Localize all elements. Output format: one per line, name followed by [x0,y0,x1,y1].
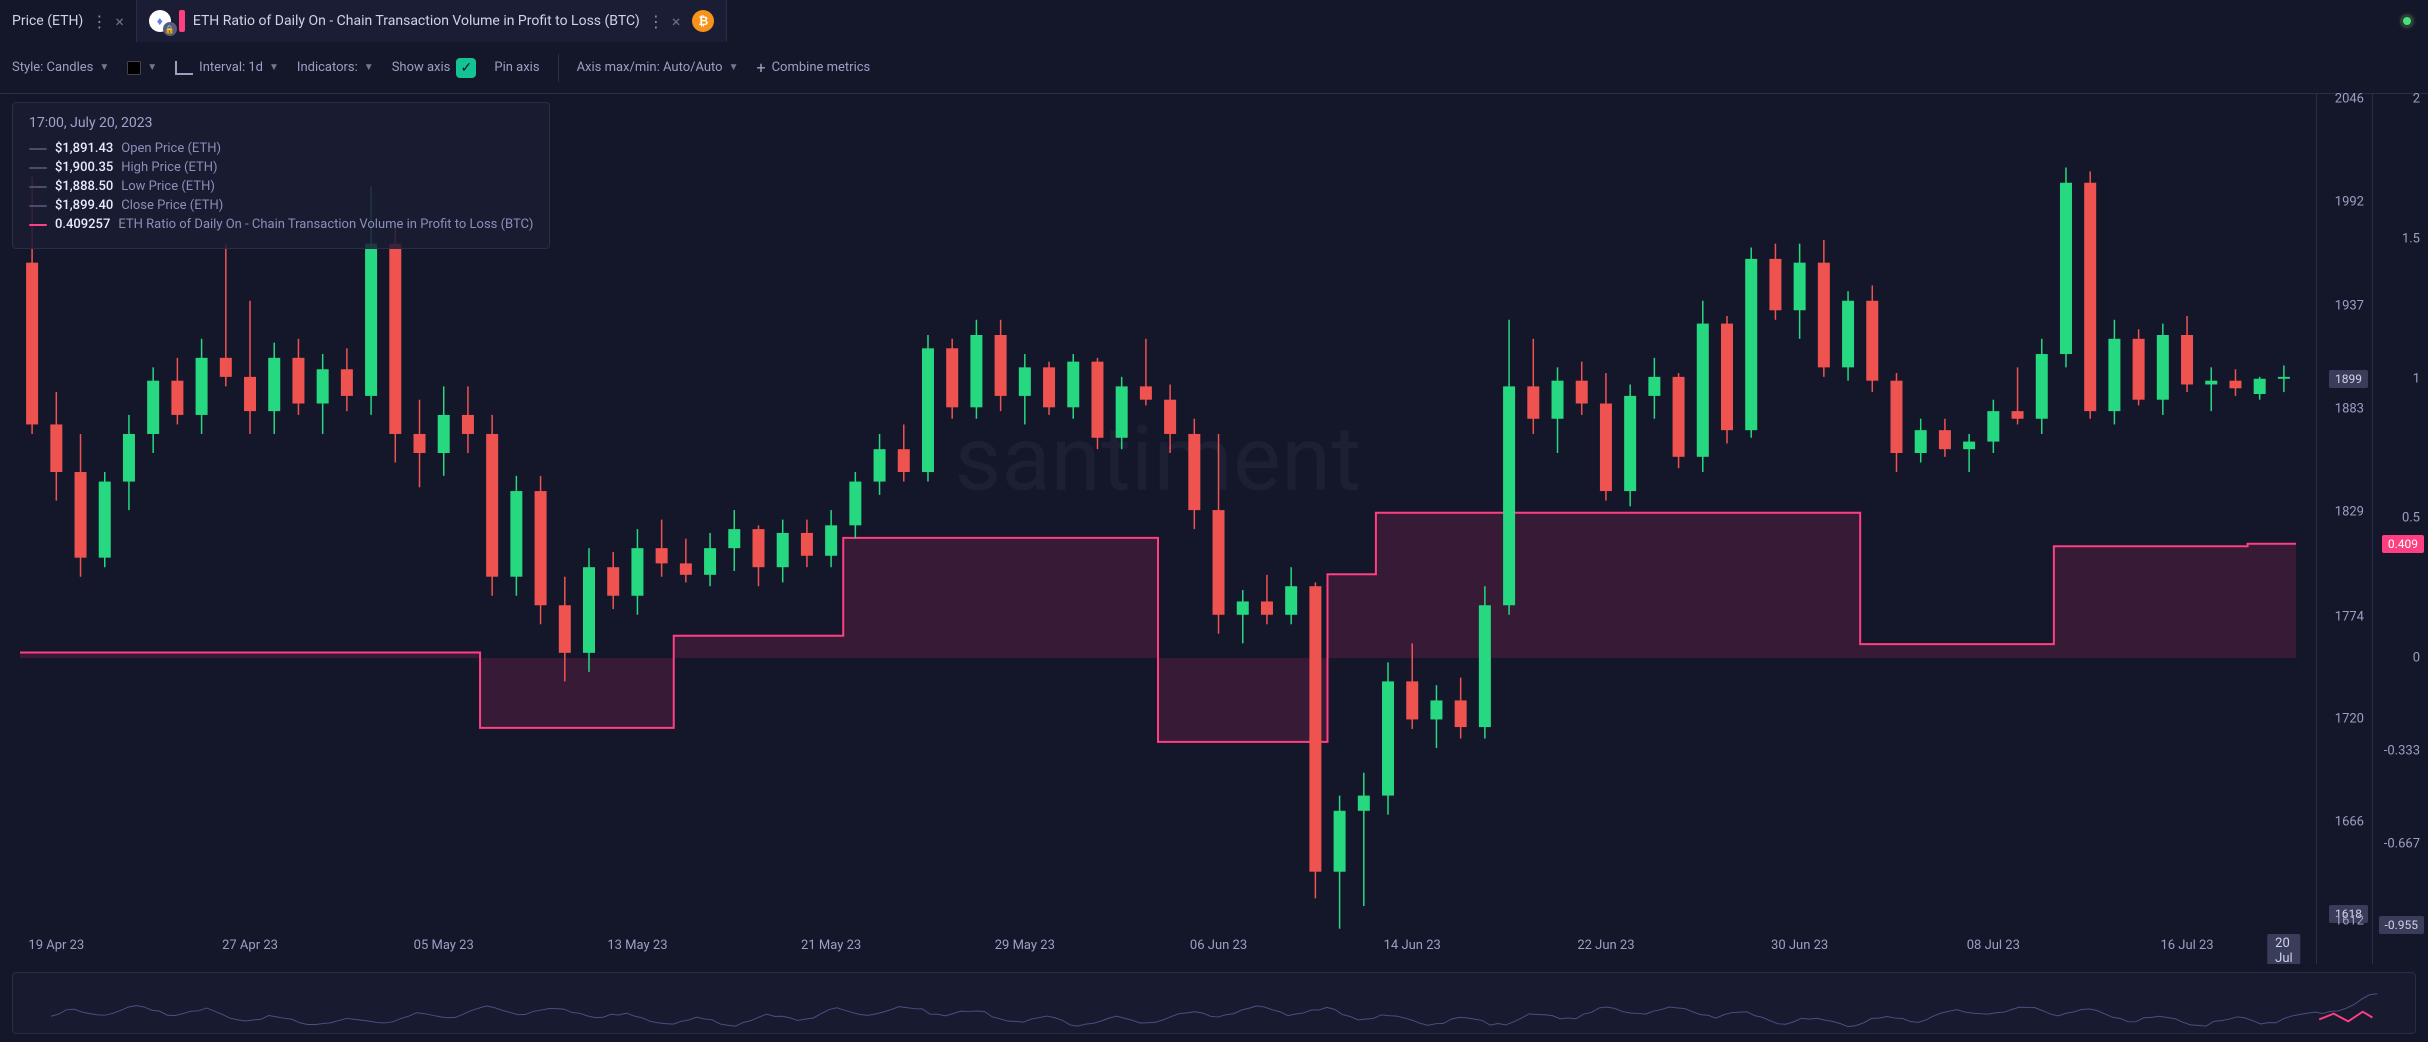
y-tick-ratio: 2 [2413,92,2420,107]
interval-label: Interval: 1d [199,60,263,75]
indicators-label: Indicators: [297,60,358,75]
tab-eth-ratio[interactable]: ♦🔒 ETH Ratio of Daily On - Chain Transac… [137,0,728,42]
y-tick-price: 1899 [2329,370,2368,388]
y-tick-price: 1829 [2335,505,2364,520]
y-tick-ratio: -0.333 [2384,744,2420,759]
y-tick-price: 1720 [2335,712,2364,727]
tab-more-icon[interactable]: ⋮ [91,12,107,31]
tooltip-row: $1,899.40Close Price (ETH) [29,198,533,213]
style-selector[interactable]: Style: Candles ▼ [12,60,109,75]
x-tick: 20 Jul 23 [2267,934,2301,964]
tooltip-row: $1,891.43Open Price (ETH) [29,141,533,156]
overview-strip[interactable] [12,972,2416,1034]
color-picker[interactable]: ▼ [127,61,157,75]
axis-icon [175,61,193,75]
x-tick: 22 Jun 23 [1577,938,1634,953]
x-tick: 21 May 23 [801,938,861,953]
close-icon[interactable]: × [115,12,124,31]
y-tick-ratio: -0.667 [2384,837,2420,852]
y-tick-ratio: -0.955 [2379,916,2424,934]
chart-area: santiment 17:00, July 20, 2023 $1,891.43… [0,94,2428,964]
chevron-down-icon: ▼ [99,62,109,73]
tab-more-icon[interactable]: ⋮ [648,12,664,31]
y-tick-ratio: 0.409 [2382,535,2424,553]
pin-axis-label: Pin axis [494,60,539,75]
tab-label: ETH Ratio of Daily On - Chain Transactio… [193,13,640,29]
overview-svg [13,973,2415,1033]
connection-status-icon [2398,12,2416,30]
eth-icon: ♦🔒 [149,10,171,32]
chevron-down-icon: ▼ [729,62,739,73]
tooltip-datetime: 17:00, July 20, 2023 [29,115,533,131]
y-tick-ratio: 1.5 [2402,231,2420,246]
chevron-down-icon: ▼ [269,62,279,73]
x-tick: 27 Apr 23 [222,938,278,953]
tooltip-row: $1,900.35High Price (ETH) [29,160,533,175]
show-axis-label: Show axis [392,60,451,75]
swatch-icon [127,61,141,75]
style-label: Style: Candles [12,60,93,75]
combine-label: Combine metrics [772,60,871,75]
y-axis-price: 2046199219371899188318291774172016661618… [2316,94,2372,964]
y-tick-price: 1774 [2335,609,2364,624]
x-tick: 14 Jun 23 [1384,938,1441,953]
tab-price-eth[interactable]: Price (ETH) ⋮ × [0,0,137,42]
tooltip-row: $1,888.50Low Price (ETH) [29,179,533,194]
y-tick-price: 2046 [2335,92,2364,107]
close-icon[interactable]: × [672,12,681,31]
x-tick: 13 May 23 [607,938,667,953]
y-tick-ratio: 0.5 [2402,511,2420,526]
tab-label: Price (ETH) [12,13,83,29]
tooltip: 17:00, July 20, 2023 $1,891.43Open Price… [12,102,550,249]
x-tick: 16 Jul 23 [2160,938,2213,953]
chevron-down-icon: ▼ [147,62,157,73]
y-tick-price: 1612 [2335,914,2364,929]
tooltip-row: 0.409257ETH Ratio of Daily On - Chain Tr… [29,217,533,232]
y-tick-ratio: 1 [2413,371,2420,386]
divider [558,54,559,82]
y-tick-ratio: 0 [2413,651,2420,666]
axis-maxmin-label: Axis max/min: Auto/Auto [577,60,723,75]
pin-axis-toggle[interactable]: Pin axis [494,60,539,75]
main-chart[interactable]: santiment 17:00, July 20, 2023 $1,891.43… [0,94,2316,964]
checkbox-on-icon: ✓ [456,58,476,78]
combine-metrics-button[interactable]: + Combine metrics [757,58,871,77]
chevron-down-icon: ▼ [364,62,374,73]
x-tick: 29 May 23 [995,938,1055,953]
show-axis-toggle[interactable]: Show axis ✓ [392,58,477,78]
y-tick-price: 1666 [2335,815,2364,830]
axis-maxmin-selector[interactable]: Axis max/min: Auto/Auto ▼ [577,60,739,75]
interval-selector[interactable]: Interval: 1d ▼ [175,60,279,75]
x-tick: 08 Jul 23 [1967,938,2020,953]
tabs-bar: Price (ETH) ⋮ × ♦🔒 ETH Ratio of Daily On… [0,0,2428,42]
y-tick-price: 1992 [2335,194,2364,209]
btc-icon: ₿ [692,10,714,32]
indicators-selector[interactable]: Indicators: ▼ [297,60,374,75]
x-tick: 06 Jun 23 [1190,938,1247,953]
chart-toolbar: Style: Candles ▼ ▼ Interval: 1d ▼ Indica… [0,42,2428,94]
plus-icon: + [757,58,766,77]
y-tick-price: 1937 [2335,299,2364,314]
x-axis: 19 Apr 23 27 Apr 23 05 May 23 13 May 23 21 M… [0,930,2316,964]
x-tick: 05 May 23 [414,938,474,953]
y-tick-price: 1883 [2335,402,2364,417]
ratio-series-marker [179,10,185,32]
lock-icon: 🔒 [163,22,177,36]
x-tick: 19 Apr 23 [28,938,84,953]
x-tick: 30 Jun 23 [1771,938,1828,953]
y-axis-ratio: 2 1.5 1 0.5 0.409 0 -0.333 -0.667 -0.955 [2372,94,2428,964]
